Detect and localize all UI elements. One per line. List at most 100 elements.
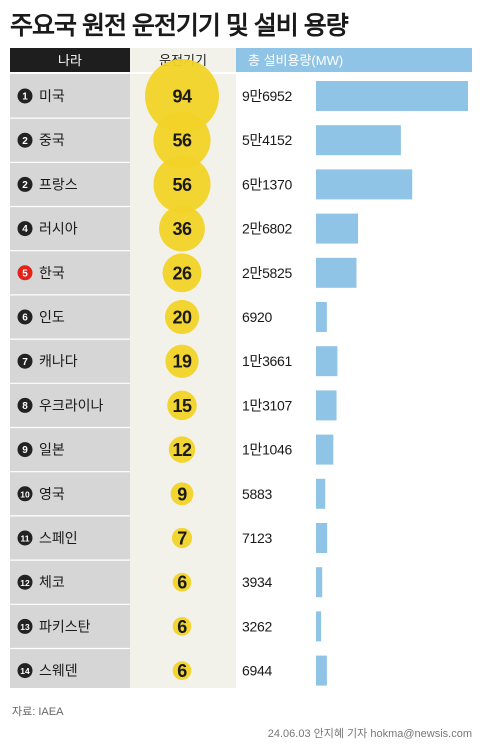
rank-badge: [17, 397, 33, 413]
capacity-label: 6944: [242, 663, 272, 679]
capacity-bar: [316, 434, 334, 465]
units-value: 6: [177, 661, 187, 681]
capacity-bar: [316, 478, 326, 509]
capacity-bar: [316, 611, 322, 642]
capacity-label: 2만5825: [242, 265, 293, 281]
units-value: 7: [177, 529, 187, 549]
country-name: 프랑스: [39, 176, 78, 192]
rank-badge: [17, 88, 33, 104]
capacity-bar: [316, 257, 357, 288]
capacity-bar: [316, 302, 327, 332]
rank-number: 7: [22, 357, 28, 368]
capacity-bar: [316, 81, 468, 111]
header-capacity-bg: [236, 48, 472, 72]
capacity-label: 6920: [242, 309, 272, 325]
country-name: 스웨덴: [39, 663, 78, 679]
units-bubble: [145, 59, 219, 133]
country-name: 인도: [39, 309, 65, 325]
rank-badge: [17, 221, 33, 237]
units-bubble: [153, 111, 211, 169]
units-bubble: [171, 527, 193, 549]
rank-badge: [17, 618, 33, 634]
header-country-bg: [10, 48, 130, 72]
country-name: 러시아: [39, 221, 78, 237]
capacity-label: 1만3107: [242, 397, 293, 413]
header-country-label: 나라: [58, 53, 82, 68]
rank-badge: [17, 442, 33, 458]
rank-number: 9: [22, 445, 28, 456]
units-bubble: [159, 205, 205, 252]
chart-title: 주요국 원전 운전기기 및 설비 용량: [10, 12, 349, 40]
units-bubble: [164, 299, 200, 335]
capacity-label: 5883: [242, 486, 272, 502]
country-name: 중국: [39, 132, 65, 148]
rank-number: 10: [20, 489, 30, 499]
capacity-label: 5만4152: [242, 132, 293, 148]
country-name: 미국: [39, 88, 65, 104]
units-value: 26: [172, 263, 192, 283]
country-name: 체코: [39, 574, 65, 590]
capacity-label: 1만1046: [242, 442, 293, 458]
rank-number: 4: [22, 224, 28, 235]
rank-badge: [17, 132, 33, 148]
units-value: 12: [172, 440, 192, 460]
rank-number: 6: [22, 313, 28, 324]
rank-badge: [17, 353, 33, 369]
units-value: 9: [177, 484, 187, 504]
rank-badge: [17, 176, 33, 192]
units-bubble: [172, 661, 192, 680]
rank-badge: [17, 663, 33, 679]
rank-badge: [17, 265, 33, 281]
rank-badge: [17, 530, 33, 546]
capacity-label: 3934: [242, 574, 272, 590]
credit-line: 24.06.03 안지혜 기자 hokma@newsis.com: [267, 728, 472, 740]
rank-badge: [17, 486, 33, 502]
capacity-label: 2만6802: [242, 221, 293, 237]
country-column-bg: [10, 74, 130, 688]
capacity-bar: [316, 169, 413, 200]
country-name: 일본: [39, 442, 65, 458]
units-bubble: [167, 390, 197, 421]
units-bubble: [172, 572, 192, 592]
country-name: 영국: [39, 486, 65, 502]
units-bubble: [153, 155, 211, 213]
units-value: 20: [172, 308, 192, 328]
units-bubble: [168, 436, 196, 463]
rank-number: 1: [22, 92, 28, 103]
units-bubble: [162, 253, 202, 293]
capacity-label: 9만6952: [242, 88, 293, 104]
country-name: 파키스탄: [39, 618, 91, 634]
units-value: 15: [172, 396, 192, 416]
capacity-bar: [316, 125, 401, 156]
units-value: 36: [172, 219, 192, 239]
capacity-label: 6만1370: [242, 176, 293, 192]
country-name: 캐나다: [39, 353, 78, 369]
capacity-label: 7123: [242, 530, 272, 546]
capacity-bar: [316, 523, 328, 553]
capacity-bar: [316, 655, 327, 686]
capacity-bar: [316, 213, 359, 244]
capacity-bar: [316, 567, 323, 598]
country-name: 스페인: [39, 530, 78, 546]
rank-number: 8: [22, 401, 28, 412]
units-bubble: [170, 482, 194, 506]
rank-number: 2: [22, 180, 28, 191]
units-value: 19: [172, 352, 192, 372]
rank-number: 12: [20, 578, 30, 588]
units-value: 56: [172, 175, 192, 195]
units-value: 6: [177, 617, 187, 637]
rank-number: 14: [20, 666, 30, 676]
capacity-bar: [316, 390, 337, 421]
units-value: 94: [172, 87, 192, 107]
units-bubble: [165, 344, 199, 378]
rank-number: 11: [21, 534, 30, 544]
chart-svg: 나라운전기기총 설비용량(MW)1미국949만69522중국565만41522프…: [10, 48, 472, 688]
rank-badge: [17, 309, 33, 325]
units-value: 56: [172, 131, 192, 151]
capacity-label: 1만3661: [242, 353, 293, 369]
country-name: 한국: [39, 265, 65, 281]
rank-number: 5: [22, 268, 28, 279]
source-note: 자료: IAEA: [12, 706, 64, 718]
units-value: 6: [177, 573, 187, 593]
header-capacity-label: 총 설비용량(MW): [248, 53, 343, 68]
